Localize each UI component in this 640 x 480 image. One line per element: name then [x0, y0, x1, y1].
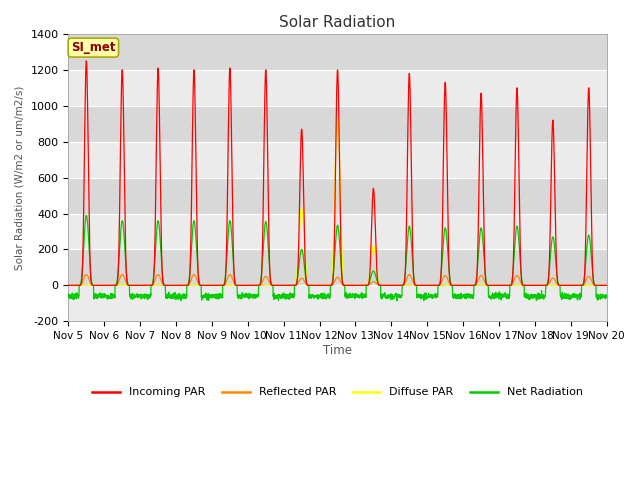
Bar	[68, 285, 607, 321]
Bar	[68, 142, 607, 178]
Bar	[68, 106, 607, 142]
Bar	[68, 34, 607, 70]
Title: Solar Radiation: Solar Radiation	[280, 15, 396, 30]
Bar	[68, 178, 607, 214]
Bar	[68, 250, 607, 285]
Legend: Incoming PAR, Reflected PAR, Diffuse PAR, Net Radiation: Incoming PAR, Reflected PAR, Diffuse PAR…	[88, 383, 588, 402]
Y-axis label: Solar Radiation (W/m2 or um/m2/s): Solar Radiation (W/m2 or um/m2/s)	[15, 85, 25, 270]
Bar	[68, 214, 607, 250]
X-axis label: Time: Time	[323, 344, 352, 357]
Bar	[68, 70, 607, 106]
Text: SI_met: SI_met	[71, 41, 116, 54]
